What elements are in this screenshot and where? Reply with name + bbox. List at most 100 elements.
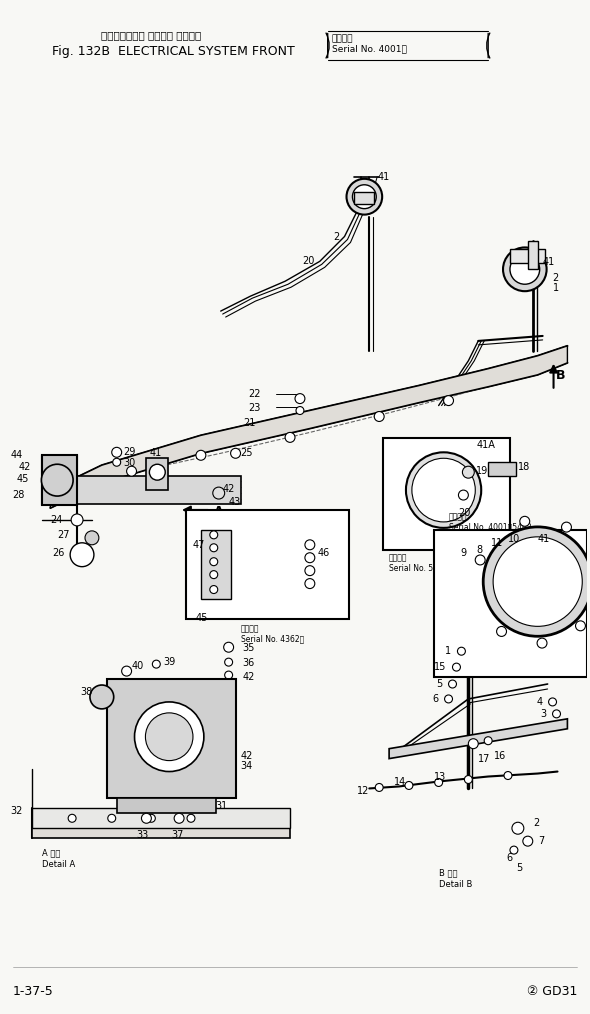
Bar — [146, 458, 168, 490]
Text: 37: 37 — [171, 830, 183, 841]
Circle shape — [504, 772, 512, 780]
Circle shape — [549, 698, 556, 706]
Circle shape — [174, 813, 184, 823]
Circle shape — [152, 660, 160, 668]
Circle shape — [210, 544, 218, 552]
Circle shape — [458, 490, 468, 500]
Circle shape — [412, 458, 476, 522]
Text: 18: 18 — [518, 462, 530, 473]
Text: 2: 2 — [333, 231, 340, 241]
Text: A: A — [214, 505, 224, 518]
Circle shape — [295, 393, 305, 404]
Text: 3: 3 — [540, 709, 546, 719]
Bar — [107, 679, 235, 798]
Circle shape — [483, 527, 590, 637]
Text: 22: 22 — [248, 388, 260, 399]
Circle shape — [225, 658, 232, 666]
Text: 32: 32 — [10, 806, 22, 816]
Bar — [510, 249, 545, 264]
Text: 1: 1 — [553, 283, 559, 293]
Text: 41: 41 — [537, 533, 550, 544]
Circle shape — [463, 466, 474, 479]
Bar — [117, 798, 216, 813]
Text: Serial No. 4001～: Serial No. 4001～ — [332, 45, 407, 54]
Circle shape — [575, 621, 585, 631]
Circle shape — [352, 185, 376, 209]
Circle shape — [503, 247, 546, 291]
Text: 41: 41 — [149, 448, 162, 458]
Circle shape — [553, 710, 560, 718]
Text: 12: 12 — [357, 787, 369, 796]
Bar — [77, 477, 241, 504]
Text: 20: 20 — [458, 508, 471, 518]
Text: エレクトリカル システム フロント: エレクトリカル システム フロント — [101, 30, 202, 41]
Circle shape — [71, 514, 83, 526]
Polygon shape — [389, 719, 568, 758]
Text: 20: 20 — [303, 257, 315, 267]
Polygon shape — [32, 808, 290, 828]
Circle shape — [142, 813, 152, 823]
Text: 34: 34 — [241, 760, 253, 771]
Circle shape — [444, 395, 454, 406]
Circle shape — [70, 542, 94, 567]
Text: B: B — [556, 369, 565, 382]
Circle shape — [510, 846, 518, 854]
Text: 43: 43 — [229, 497, 241, 507]
Circle shape — [90, 685, 114, 709]
Circle shape — [149, 464, 165, 481]
Circle shape — [135, 702, 204, 772]
Circle shape — [512, 822, 524, 835]
Text: 26: 26 — [53, 548, 65, 558]
Circle shape — [346, 178, 382, 215]
Circle shape — [587, 548, 590, 558]
Text: 6: 6 — [506, 853, 512, 863]
Bar — [42, 455, 77, 505]
Text: 41A: 41A — [476, 440, 495, 450]
Text: 27: 27 — [57, 530, 70, 539]
Text: 35: 35 — [242, 643, 255, 653]
Circle shape — [113, 458, 121, 466]
Circle shape — [406, 452, 481, 528]
Text: 23: 23 — [248, 403, 260, 413]
Bar — [488, 462, 516, 477]
Text: 29: 29 — [124, 447, 136, 457]
Circle shape — [187, 814, 195, 822]
Bar — [355, 192, 374, 204]
Circle shape — [210, 558, 218, 566]
Text: 15: 15 — [434, 662, 447, 672]
Text: 45: 45 — [196, 613, 208, 624]
Text: Serial No. 4001～5462: Serial No. 4001～5462 — [448, 522, 531, 531]
Bar — [383, 438, 510, 550]
Text: ② GD31: ② GD31 — [527, 986, 578, 999]
Circle shape — [457, 647, 466, 655]
Bar — [201, 530, 231, 599]
Text: 42: 42 — [222, 484, 235, 494]
Text: 42: 42 — [242, 672, 255, 682]
Circle shape — [231, 448, 241, 458]
Text: 39: 39 — [163, 657, 175, 667]
Circle shape — [523, 837, 533, 846]
Circle shape — [562, 522, 572, 532]
Circle shape — [196, 450, 206, 460]
Circle shape — [520, 516, 530, 526]
Text: 41: 41 — [377, 171, 389, 182]
Circle shape — [210, 585, 218, 593]
Text: 1-37-5: 1-37-5 — [12, 986, 54, 999]
Text: Detail A: Detail A — [42, 860, 76, 869]
Polygon shape — [32, 828, 290, 839]
Text: 21: 21 — [243, 419, 255, 429]
Text: 41: 41 — [543, 258, 555, 268]
Text: 42: 42 — [241, 750, 253, 760]
Circle shape — [108, 814, 116, 822]
Text: Serial No. 4362～: Serial No. 4362～ — [241, 635, 304, 643]
Bar — [186, 510, 349, 620]
Text: 2: 2 — [534, 818, 540, 828]
Text: 14: 14 — [394, 777, 407, 787]
Text: Fig. 132B  ELECTRICAL SYSTEM FRONT: Fig. 132B ELECTRICAL SYSTEM FRONT — [53, 45, 295, 58]
Text: 33: 33 — [136, 830, 149, 841]
Text: 適用号機: 適用号機 — [241, 625, 259, 634]
Circle shape — [285, 432, 295, 442]
Circle shape — [148, 814, 155, 822]
Text: 1: 1 — [445, 646, 451, 656]
Bar — [434, 530, 587, 677]
